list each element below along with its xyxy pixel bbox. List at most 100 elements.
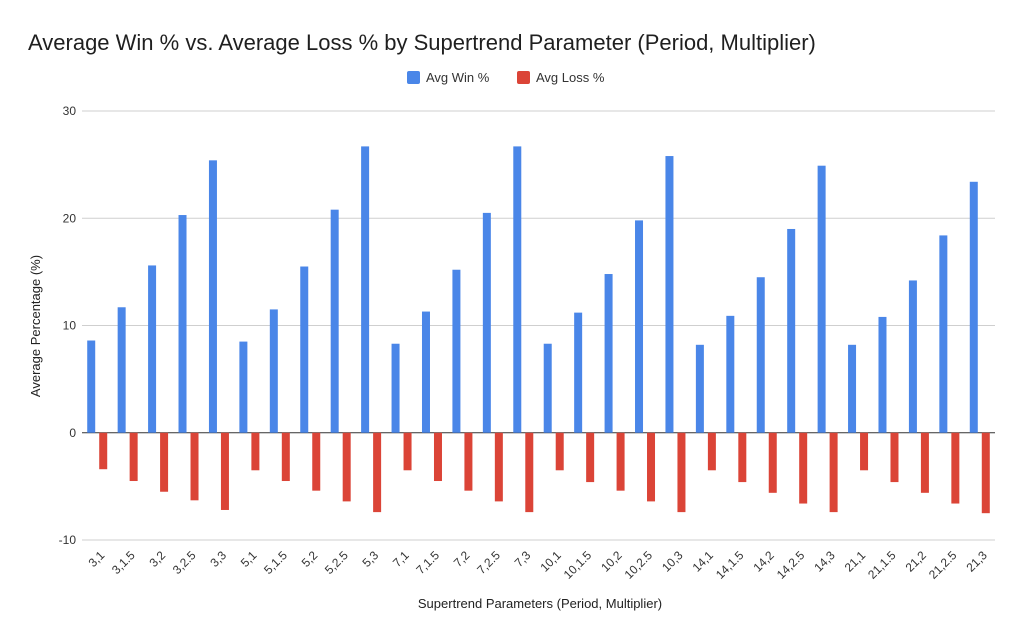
bar-avg-loss: [951, 432, 960, 504]
bar-avg-win: [574, 312, 583, 433]
bar-avg-win: [665, 156, 674, 433]
bar-avg-loss: [342, 432, 351, 502]
bar-avg-win: [178, 215, 187, 433]
x-tick-label: 3,1.5: [109, 548, 138, 577]
y-tick-label: -10: [59, 533, 77, 547]
bar-avg-loss: [525, 432, 534, 513]
bar-avg-win: [87, 340, 96, 433]
x-tick-label: 3,2: [147, 548, 169, 570]
x-tick-label: 10,2.5: [622, 548, 656, 582]
bar-avg-loss: [799, 432, 808, 504]
bar-avg-win: [817, 165, 826, 433]
bar-avg-loss: [981, 432, 990, 514]
x-axis-title: Supertrend Parameters (Period, Multiplie…: [418, 596, 662, 611]
bar-avg-loss: [129, 432, 138, 482]
bar-avg-loss: [251, 432, 260, 471]
bar-avg-win: [543, 343, 552, 433]
bar-avg-win: [878, 316, 887, 433]
x-tick-label: 10,1.5: [561, 548, 595, 582]
bar-avg-loss: [768, 432, 777, 493]
bar-avg-win: [391, 343, 400, 433]
bar-avg-loss: [403, 432, 412, 471]
bar-avg-loss: [829, 432, 838, 513]
bar-avg-win: [756, 277, 765, 433]
bar-avg-loss: [677, 432, 686, 513]
bar-avg-loss: [464, 432, 473, 491]
bar-avg-loss: [890, 432, 899, 483]
bar-avg-loss: [738, 432, 747, 483]
bar-avg-win: [117, 307, 126, 433]
bar-avg-loss: [494, 432, 503, 502]
x-tick-label: 14,1: [690, 548, 717, 575]
x-tick-label: 21,2.5: [926, 548, 960, 582]
bar-avg-loss: [647, 432, 656, 502]
bar-avg-win: [908, 280, 917, 433]
bar-avg-win: [208, 160, 217, 433]
bar-avg-win: [239, 341, 248, 433]
legend: Avg Win % Avg Loss %: [407, 70, 605, 85]
bar-avg-win: [330, 209, 339, 433]
bar-avg-loss: [220, 432, 229, 510]
x-tick-label: 21,3: [963, 548, 990, 575]
bar-avg-win: [148, 265, 157, 433]
y-axis-ticks: -10 0 10 20 30: [59, 104, 77, 547]
x-tick-label: 7,2: [451, 548, 473, 570]
x-tick-label: 10,2: [598, 548, 625, 575]
bar-avg-loss: [373, 432, 382, 513]
x-tick-label: 5,1: [238, 548, 260, 570]
x-tick-label: 3,2.5: [170, 548, 199, 577]
x-axis-ticks: 3,1 3,1.5 3,2 3,2.5 3,3 5,1 5,1.5 5,2 5,2.5 5,3 7,…: [86, 548, 990, 582]
x-tick-label: 3,3: [207, 548, 229, 570]
legend-label-avg-loss: Avg Loss %: [536, 70, 605, 85]
bar-avg-loss: [860, 432, 869, 471]
y-tick-label: 30: [63, 104, 77, 118]
x-tick-label: 14,1.5: [713, 548, 747, 582]
bar-avg-win: [269, 309, 278, 433]
bar-avg-win: [969, 181, 978, 433]
gridlines: [82, 110, 995, 541]
y-tick-label: 20: [63, 211, 77, 225]
bar-avg-loss: [99, 432, 108, 470]
bar-avg-loss: [160, 432, 169, 492]
x-tick-label: 10,1: [537, 548, 564, 575]
x-tick-label: 5,2.5: [322, 548, 351, 577]
bar-avg-win: [421, 311, 430, 433]
chart-title: Average Win % vs. Average Loss % by Supe…: [28, 30, 816, 55]
bar-avg-win: [787, 228, 796, 433]
x-tick-label: 7,1.5: [413, 548, 442, 577]
bar-avg-win: [482, 212, 491, 433]
x-tick-label: 5,1.5: [261, 548, 290, 577]
bar-avg-win: [635, 220, 644, 433]
x-tick-label: 3,1: [86, 548, 108, 570]
bar-avg-loss: [433, 432, 442, 482]
x-tick-label: 10,3: [659, 548, 686, 575]
bar-avg-win: [361, 146, 370, 433]
bar-avg-loss: [586, 432, 595, 483]
x-tick-label: 5,2: [299, 548, 321, 570]
bar-avg-loss: [616, 432, 625, 491]
y-axis-title: Average Percentage (%): [28, 255, 43, 397]
bar-avg-win: [939, 235, 948, 433]
bar-avg-win: [726, 315, 735, 433]
legend-swatch-avg-win: [407, 71, 420, 84]
x-tick-label: 7,2.5: [474, 548, 503, 577]
bar-avg-win: [604, 274, 613, 433]
x-tick-label: 14,3: [811, 548, 838, 575]
bar-avg-loss: [190, 432, 199, 501]
x-tick-label: 14,2.5: [774, 548, 808, 582]
bar-avg-loss: [312, 432, 321, 491]
legend-swatch-avg-loss: [517, 71, 530, 84]
bar-avg-win: [452, 269, 461, 433]
y-tick-label: 10: [63, 319, 77, 333]
bar-avg-win: [513, 146, 522, 433]
x-tick-label: 7,3: [512, 548, 534, 570]
x-tick-label: 14,2: [750, 548, 777, 575]
x-tick-label: 21,1: [842, 548, 869, 575]
y-tick-label: 0: [69, 426, 76, 440]
bar-avg-loss: [555, 432, 564, 471]
legend-label-avg-win: Avg Win %: [426, 70, 490, 85]
bar-avg-win: [695, 344, 704, 433]
x-tick-label: 5,3: [360, 548, 382, 570]
bar-avg-loss: [920, 432, 929, 493]
